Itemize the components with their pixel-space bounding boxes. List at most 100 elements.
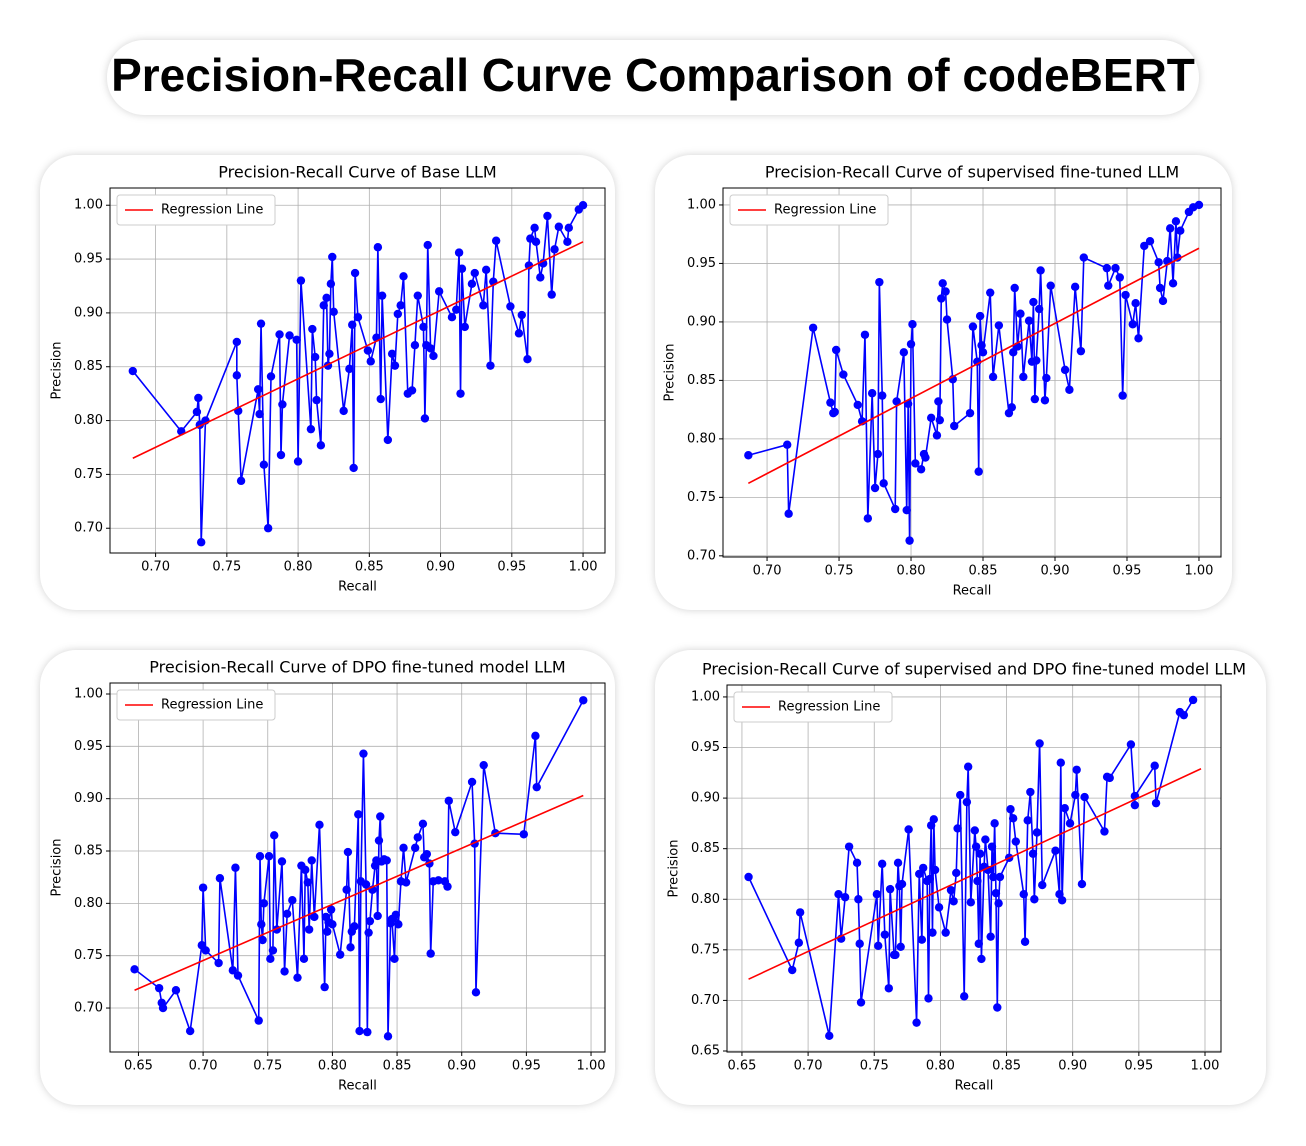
data-point xyxy=(322,293,331,303)
data-point xyxy=(744,872,753,882)
data-point xyxy=(376,812,385,821)
data-point xyxy=(401,878,411,887)
data-point xyxy=(840,893,850,902)
data-point xyxy=(1077,879,1087,889)
data-point xyxy=(256,319,266,328)
data-point xyxy=(236,476,246,486)
data-point xyxy=(396,301,405,310)
data-point xyxy=(355,1026,364,1036)
data-point xyxy=(1007,403,1017,412)
y-tick-label: 0.75 xyxy=(687,490,716,505)
data-point xyxy=(387,349,397,359)
data-point xyxy=(399,272,408,281)
data-point xyxy=(434,876,443,885)
data-point xyxy=(968,322,978,331)
data-point xyxy=(987,842,997,851)
data-point xyxy=(956,790,965,800)
data-point xyxy=(1079,253,1088,262)
y-tick-label: 0.90 xyxy=(74,791,103,806)
data-point xyxy=(506,302,515,311)
legend-box xyxy=(116,194,276,226)
data-point xyxy=(853,400,862,410)
data-point xyxy=(872,889,882,899)
data-point xyxy=(844,842,854,851)
data-point xyxy=(977,341,986,350)
axes-frame xyxy=(726,684,1222,1053)
data-point xyxy=(259,899,269,908)
data-point xyxy=(422,849,432,859)
y-tick-label: 0.70 xyxy=(74,1001,103,1016)
data-point xyxy=(454,248,464,257)
data-point xyxy=(908,320,917,329)
data-point xyxy=(912,1018,921,1027)
data-point xyxy=(326,279,336,289)
data-point xyxy=(326,905,336,914)
data-point xyxy=(966,898,976,907)
legend-label: Regression Line xyxy=(778,700,880,715)
data-point xyxy=(1179,710,1189,720)
data-point xyxy=(443,882,452,891)
data-point xyxy=(374,836,384,845)
data-point xyxy=(918,863,928,873)
data-point xyxy=(467,777,477,787)
data-point xyxy=(965,408,975,418)
data-point xyxy=(1060,365,1070,375)
data-point xyxy=(263,524,273,533)
x-tick-label: 0.90 xyxy=(1058,1059,1087,1074)
data-point xyxy=(891,950,900,960)
data-point xyxy=(426,949,435,958)
data-point xyxy=(974,939,983,948)
data-point xyxy=(1194,200,1204,210)
data-point xyxy=(280,967,289,976)
y-tick-label: 1.00 xyxy=(687,197,716,212)
x-axis-label: Recall xyxy=(338,1079,377,1094)
x-tick-label: 0.65 xyxy=(727,1059,756,1074)
data-point xyxy=(973,876,982,886)
x-tick-label: 0.70 xyxy=(794,1059,823,1074)
data-point xyxy=(231,863,240,872)
data-point xyxy=(1036,266,1045,275)
data-point xyxy=(192,407,202,417)
y-tick-label: 0.80 xyxy=(687,431,716,446)
data-point xyxy=(376,394,385,404)
x-tick-label: 0.90 xyxy=(447,1059,476,1074)
data-point xyxy=(930,865,940,875)
data-point xyxy=(941,928,950,937)
data-point xyxy=(531,731,540,741)
data-point xyxy=(359,749,368,758)
y-tick-label: 0.75 xyxy=(691,942,720,957)
data-point xyxy=(517,310,526,320)
data-point xyxy=(990,819,999,828)
data-point xyxy=(346,943,355,952)
data-point xyxy=(902,506,911,515)
chart-title: Precision-Recall Curve of Base LLM xyxy=(218,163,496,182)
data-point xyxy=(970,826,979,835)
data-point xyxy=(316,441,326,450)
data-point xyxy=(257,920,266,929)
data-point xyxy=(198,883,208,892)
data-point xyxy=(285,331,294,340)
data-point xyxy=(1026,787,1035,797)
chart-card xyxy=(40,155,615,610)
data-point xyxy=(530,223,539,233)
x-tick-label: 0.75 xyxy=(825,564,854,579)
chart-title: Precision-Recall Curve of supervised and… xyxy=(702,660,1246,679)
data-point xyxy=(949,897,958,906)
data-point xyxy=(171,986,181,995)
data-point xyxy=(410,843,420,853)
data-point xyxy=(950,421,959,431)
y-tick-label: 1.00 xyxy=(691,689,720,704)
data-point xyxy=(834,889,843,899)
data-point xyxy=(975,849,985,858)
data-point xyxy=(328,252,337,262)
data-point xyxy=(893,858,903,868)
data-point xyxy=(934,397,943,406)
data-point xyxy=(1056,758,1065,767)
x-tick-label: 0.90 xyxy=(426,560,455,575)
y-tick-label: 0.75 xyxy=(74,948,103,963)
data-point xyxy=(350,922,359,931)
data-point xyxy=(855,939,864,948)
y-tick-label: 0.90 xyxy=(687,314,716,329)
x-tick-label: 0.80 xyxy=(284,560,313,575)
data-point xyxy=(921,453,930,462)
